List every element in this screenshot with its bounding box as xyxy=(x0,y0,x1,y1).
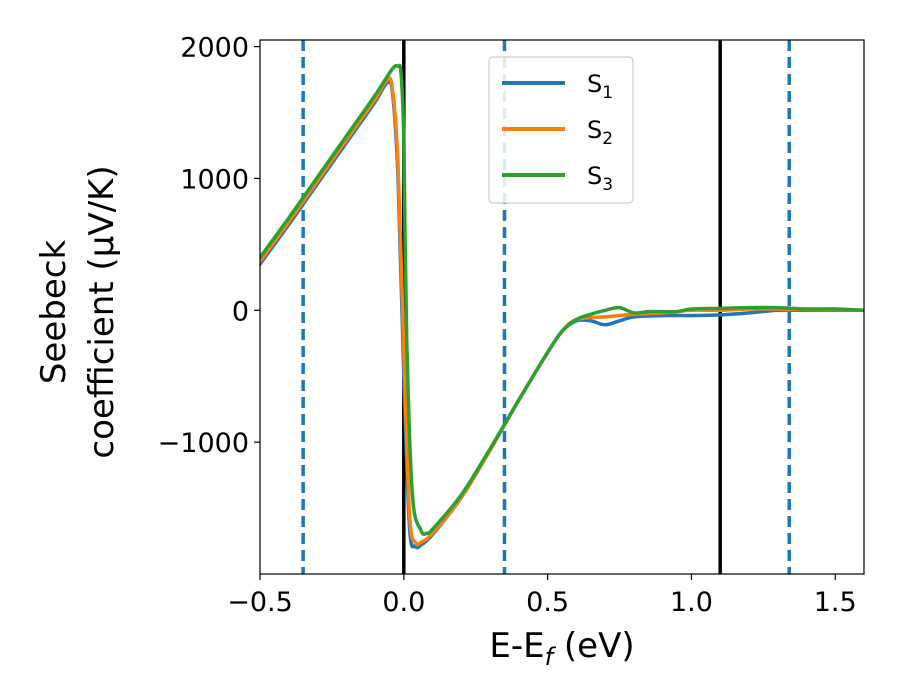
x-tick-label: 0.5 xyxy=(526,587,569,618)
legend-label-s3: S3 xyxy=(587,162,613,195)
legend-label-s2: S2 xyxy=(587,116,613,149)
y-tick-label: −1000 xyxy=(158,428,249,459)
y-tick-label: 1000 xyxy=(180,164,249,195)
series-line-s3 xyxy=(260,63,864,537)
x-tick-label: 1.5 xyxy=(814,587,857,618)
y-axis-label-line2: coefficient (μV/K) xyxy=(82,165,122,458)
x-tick-label: 0.0 xyxy=(382,587,425,618)
x-tick-label: −0.5 xyxy=(227,587,293,618)
y-tick-label: 2000 xyxy=(180,33,249,64)
legend-label-s1: S1 xyxy=(587,70,613,103)
plot-frame xyxy=(259,39,865,575)
y-tick-label: 0 xyxy=(232,296,249,327)
y-axis-label-line1: Seebeck xyxy=(34,240,74,385)
x-axis-label: E-Ef (eV) xyxy=(489,626,634,671)
x-tick-label: 1.0 xyxy=(670,587,713,618)
legend: S1 S2 S3 xyxy=(488,56,634,204)
